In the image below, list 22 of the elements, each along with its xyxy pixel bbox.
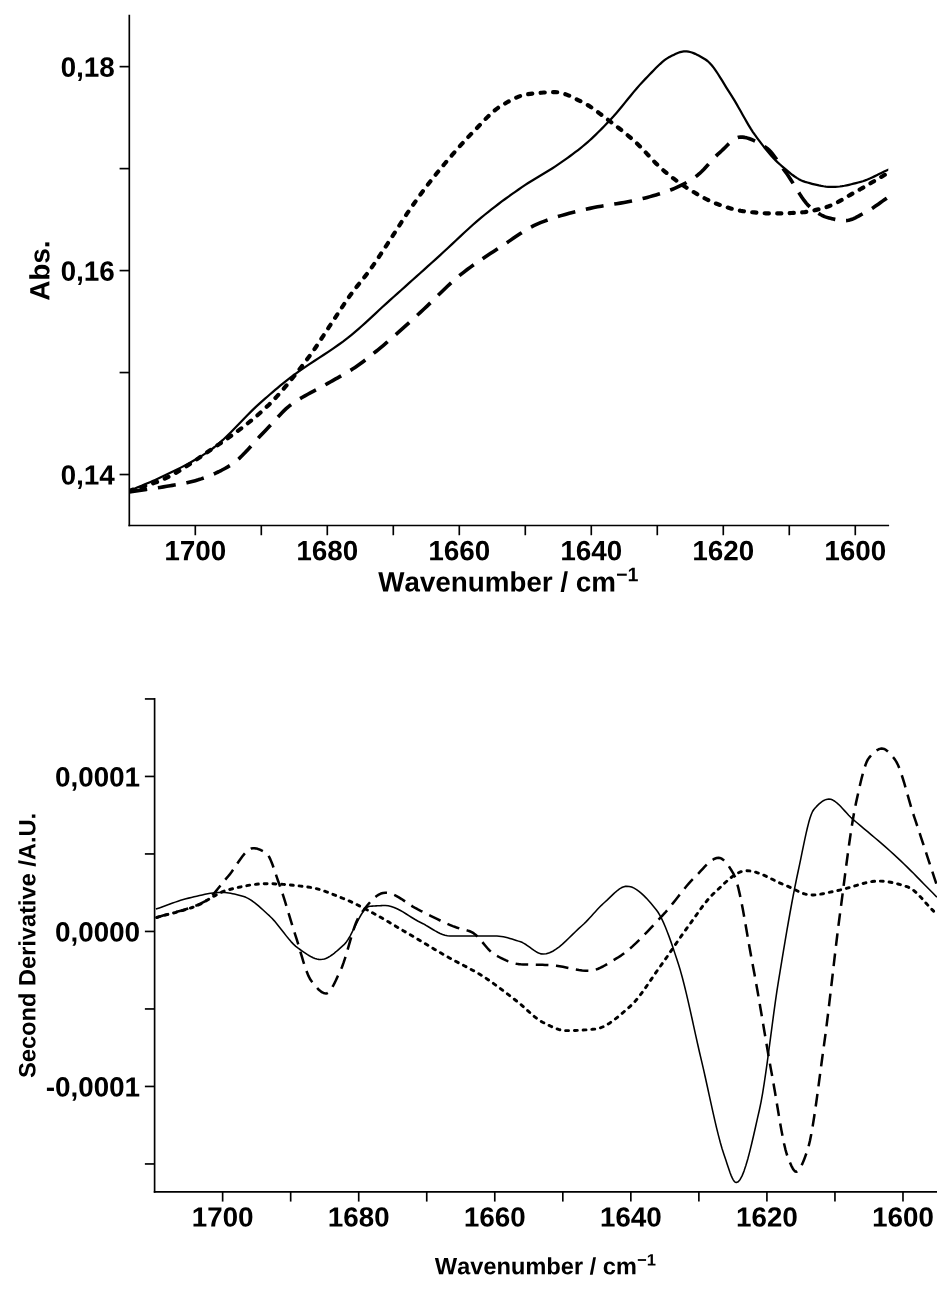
y-tick-label: 0,14 (61, 465, 115, 489)
x-tick-label: 1620 (737, 1207, 797, 1227)
y-tick-label: 0,16 (61, 261, 114, 285)
x-tick-label: 1640 (562, 540, 622, 561)
y-axis-title: Abs. (29, 242, 50, 300)
x-tick-label: 1600 (873, 1207, 933, 1227)
y-tick-label: 0,0000 (56, 922, 139, 946)
x-tick-label: 1660 (430, 540, 490, 561)
x-tick-label: 1660 (465, 1207, 525, 1227)
x-tick-label: 1640 (601, 1207, 661, 1227)
x-tick-label: 1620 (694, 540, 754, 561)
y-tick-label: 0,18 (61, 57, 114, 81)
x-tick-label: 1600 (826, 540, 886, 561)
y-tick-label: -0,0001 (46, 1077, 140, 1101)
y-axis-title: Second Derivative /A.U. (18, 814, 36, 1078)
x-tick-label: 1680 (329, 1207, 389, 1227)
x-tick-label: 1700 (166, 540, 226, 561)
x-axis-title: Wavenumber / cm$^{−1}$ (378, 567, 638, 592)
x-tick-label: 1700 (193, 1207, 253, 1227)
y-tick-label: 0,0001 (56, 767, 140, 791)
x-axis-title: Wavenumber / cm$^{−1}$ (434, 1254, 656, 1275)
x-tick-label: 1680 (298, 540, 358, 561)
